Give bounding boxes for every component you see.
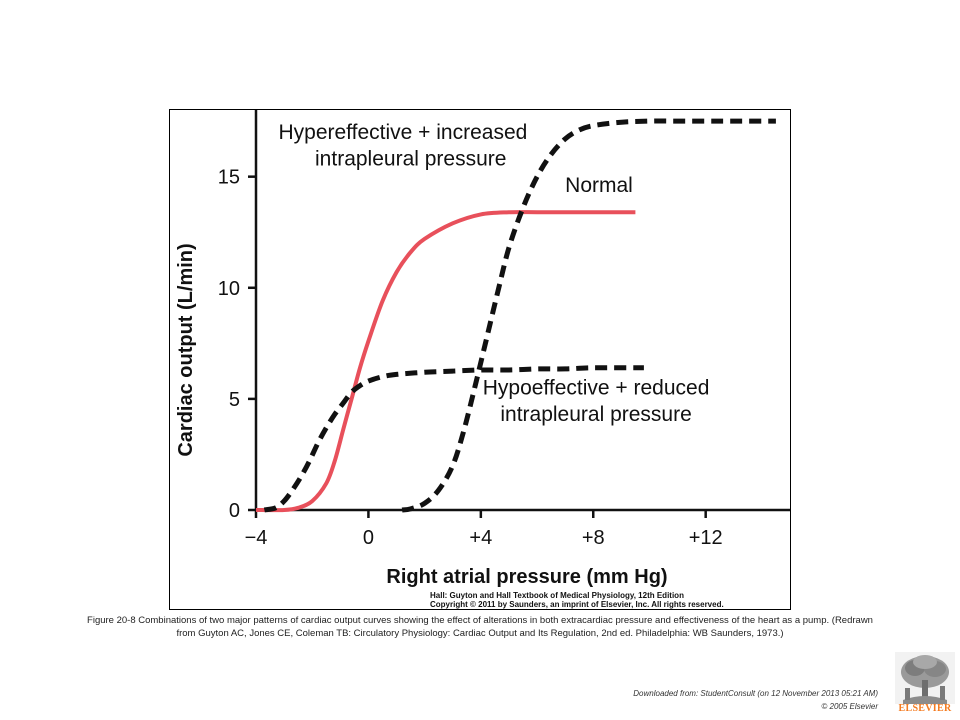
x-tick-label: 0 <box>363 527 374 549</box>
annotation-hypo-line-2: intrapleural pressure <box>500 403 691 426</box>
series-normal-line <box>255 210 636 513</box>
y-tick-label: 10 <box>218 278 240 300</box>
annotations: Hypereffective + increased intrapleural p… <box>278 121 709 426</box>
elsevier-logo-text: ELSEVIER <box>898 703 952 714</box>
annotation-hypo-line-1: Hypoeffective + reduced <box>483 376 710 399</box>
y-tick-label: 0 <box>229 500 240 522</box>
x-tick-label: +12 <box>689 527 723 549</box>
figure-credit-line-2: Copyright © 2011 by Saunders, an imprint… <box>430 600 724 609</box>
series-hypoeffective-line <box>263 365 644 513</box>
annotation-normal: Normal <box>565 174 633 197</box>
series-hypereffective-line <box>401 118 776 513</box>
series-layer <box>255 118 776 513</box>
x-axis-label: Right atrial pressure (mm Hg) <box>386 566 667 588</box>
figure-credit-line-1: Hall: Guyton and Hall Textbook of Medica… <box>430 591 684 600</box>
copyright-notice: © 2005 Elsevier <box>821 702 878 711</box>
annotation-hyper-line-2: intrapleural pressure <box>315 148 506 171</box>
x-tick-label: +4 <box>469 527 492 549</box>
figure-frame: −4 0 +4 +8 +12 0 5 10 15 Hypereffective + increa… <box>169 109 791 610</box>
figure-caption: Figure 20-8 Combinations of two major pa… <box>87 615 873 639</box>
y-axis-label: Cardiac output (L/min) <box>175 243 197 456</box>
annotation-hyper-line-1: Hypereffective + increased <box>278 121 527 144</box>
y-tick-label: 15 <box>218 167 240 189</box>
download-note: Downloaded from: StudentConsult (on 12 N… <box>633 689 878 698</box>
elsevier-tree-logo-icon <box>895 652 955 704</box>
y-tick-label: 5 <box>229 389 240 411</box>
x-tick-label: −4 <box>245 527 268 549</box>
x-tick-label: +8 <box>582 527 605 549</box>
